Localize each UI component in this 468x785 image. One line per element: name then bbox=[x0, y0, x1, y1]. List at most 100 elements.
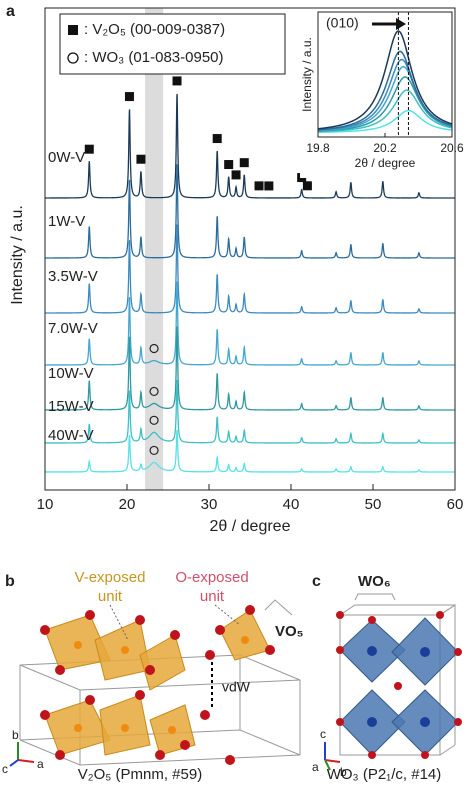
xrd-pattern bbox=[166, 164, 198, 257]
xrd-pattern bbox=[367, 299, 401, 313]
oxygen-atom bbox=[421, 751, 429, 759]
legend-text: : WO₃ (01-083-0950) bbox=[84, 49, 224, 66]
x-tick-label: 50 bbox=[365, 496, 382, 513]
oxygen-atom bbox=[55, 665, 65, 675]
xrd-pattern bbox=[223, 177, 232, 197]
xrd-pattern bbox=[232, 401, 240, 409]
polyhedron-label: WO₆ bbox=[358, 573, 391, 590]
xrd-pattern bbox=[45, 161, 109, 198]
v2o5-marker bbox=[264, 181, 273, 190]
legend-text: : V₂O₅ (00-009-0387) bbox=[84, 21, 225, 38]
xrd-pattern bbox=[273, 438, 319, 443]
oxygen-atom bbox=[135, 690, 145, 700]
xrd-pattern bbox=[343, 352, 366, 365]
xrd-pattern bbox=[109, 435, 135, 472]
oxygen-atom bbox=[336, 718, 344, 726]
xrd-pattern bbox=[223, 239, 232, 257]
xrd-pattern bbox=[240, 347, 273, 365]
v2o5-marker bbox=[255, 181, 264, 190]
polyhedron-label: VO₅ bbox=[275, 623, 304, 640]
oxygen-atom bbox=[454, 648, 462, 656]
xrd-pattern bbox=[343, 467, 366, 472]
xrd-pattern bbox=[232, 187, 240, 197]
panel-label: b bbox=[5, 573, 15, 590]
tungsten-atom bbox=[420, 647, 430, 657]
oxygen-atom bbox=[368, 616, 376, 624]
inset-x-tick-label: 20.6 bbox=[440, 141, 464, 155]
xrd-pattern bbox=[343, 300, 366, 313]
v2o5-marker bbox=[136, 155, 145, 164]
xrd-pattern bbox=[319, 253, 344, 258]
xrd-pattern bbox=[197, 373, 223, 409]
o-unit-label: O-exposed bbox=[175, 569, 248, 586]
xrd-pattern bbox=[197, 151, 223, 198]
v2o5-marker bbox=[232, 170, 241, 179]
oxygen-atom bbox=[265, 645, 275, 655]
xrd-pattern bbox=[197, 216, 223, 258]
tungsten-atom bbox=[367, 646, 377, 656]
wo3-structure bbox=[325, 594, 462, 770]
y-axis-label: Intensity / a.u. bbox=[9, 205, 26, 305]
xrd-pattern bbox=[343, 244, 366, 258]
axis-label: c bbox=[320, 727, 326, 741]
xrd-pattern bbox=[109, 180, 135, 258]
oxygen-atom bbox=[394, 682, 402, 690]
v-unit-label: V-exposed bbox=[75, 569, 146, 586]
oxygen-atom bbox=[368, 751, 376, 759]
oxygen-atom bbox=[155, 750, 165, 760]
v2o5-marker bbox=[125, 92, 134, 101]
xrd-pattern bbox=[343, 397, 366, 410]
xrd-pattern bbox=[166, 282, 198, 365]
v2o5-marker bbox=[303, 181, 312, 190]
series-label: 40W-V bbox=[48, 427, 94, 444]
vo5-polyhedron bbox=[220, 610, 270, 660]
xrd-pattern bbox=[232, 436, 240, 442]
xrd-pattern bbox=[197, 274, 223, 312]
oxygen-atom bbox=[85, 695, 95, 705]
x-axis-label: 2θ / degree bbox=[210, 518, 291, 535]
xrd-pattern bbox=[319, 439, 344, 443]
tungsten-atom bbox=[367, 717, 377, 727]
series-label: 10W-V bbox=[48, 365, 94, 382]
xrd-pattern bbox=[319, 361, 344, 365]
axis-label: b bbox=[12, 728, 19, 742]
v2o5-marker bbox=[213, 134, 222, 143]
highlight-band bbox=[145, 8, 163, 490]
xrd-pattern bbox=[367, 352, 401, 365]
xrd-pattern bbox=[401, 470, 455, 472]
xrd-pattern bbox=[197, 457, 223, 471]
figure: a 0W-V1W-V3.5W-V7.0W-V10W-V15W-V40W-V102… bbox=[0, 0, 468, 785]
panel-label: a bbox=[6, 3, 15, 20]
xrd-pattern bbox=[223, 431, 232, 442]
x-tick-label: 60 bbox=[447, 496, 464, 513]
v2o5-marker bbox=[224, 160, 233, 169]
xrd-pattern bbox=[319, 308, 344, 313]
inset-x-label: 2θ / degree bbox=[355, 156, 416, 170]
oxygen-atom bbox=[40, 710, 50, 720]
xrd-pattern bbox=[166, 430, 198, 472]
inset-x-tick-label: 20.2 bbox=[373, 141, 397, 155]
xrd-pattern bbox=[197, 329, 223, 364]
xrd-pattern bbox=[401, 309, 455, 313]
oxygen-atom bbox=[336, 646, 344, 654]
xrd-pattern bbox=[232, 248, 240, 257]
vdw-label: vdW bbox=[222, 679, 251, 695]
xrd-pattern bbox=[319, 469, 344, 472]
xrd-pattern bbox=[401, 406, 455, 410]
oxygen-atom bbox=[245, 605, 255, 615]
axis-label: a bbox=[312, 760, 319, 774]
xrd-pattern bbox=[223, 349, 232, 364]
xrd-pattern bbox=[109, 109, 135, 197]
oxygen-atom bbox=[55, 750, 65, 760]
oxygen-atom bbox=[454, 718, 462, 726]
oxygen-atom bbox=[336, 611, 344, 619]
vanadium-atom bbox=[241, 636, 249, 644]
xrd-pattern bbox=[401, 440, 455, 443]
xrd-pattern bbox=[273, 190, 319, 198]
xrd-pattern bbox=[273, 404, 319, 410]
xrd-pattern bbox=[166, 326, 198, 409]
tungsten-atom bbox=[420, 717, 430, 727]
vanadium-atom bbox=[121, 724, 129, 732]
oxygen-atom bbox=[135, 615, 145, 625]
xrd-pattern bbox=[401, 361, 455, 365]
